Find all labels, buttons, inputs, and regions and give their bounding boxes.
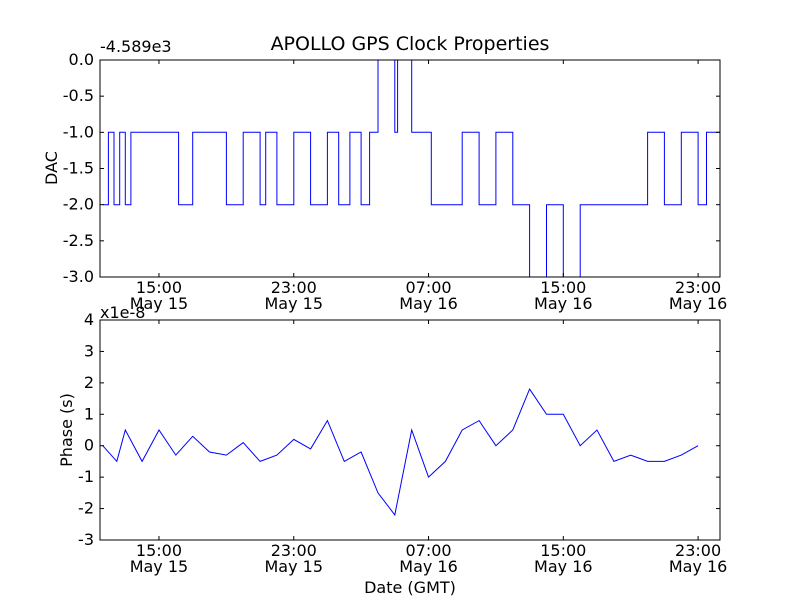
dac-x-tick-time: 15:00 bbox=[540, 278, 586, 297]
dac-y-tick-label: 0.0 bbox=[69, 50, 94, 69]
phase-offset-label: x1e-8 bbox=[100, 303, 145, 322]
dac-y-tick-label: -1.5 bbox=[63, 159, 94, 178]
phase-x-tick-time: 15:00 bbox=[136, 541, 182, 560]
phase-x-tick-date: May 16 bbox=[534, 557, 593, 576]
chart-title: APOLLO GPS Clock Properties bbox=[271, 33, 550, 55]
dac-x-tick-time: 07:00 bbox=[405, 278, 451, 297]
phase-y-ticks: 4 3 2 1 0 -1 -2 -3 bbox=[78, 310, 720, 549]
phase-axes-frame bbox=[99, 319, 721, 541]
dac-y-tick-label: -2.0 bbox=[63, 195, 94, 214]
dac-y-tick-label: -3.0 bbox=[63, 267, 94, 286]
dac-x-tick-date: May 15 bbox=[130, 294, 189, 313]
phase-x-tick-time: 07:00 bbox=[405, 541, 451, 560]
phase-x-tick-date: May 16 bbox=[669, 557, 728, 576]
phase-y-axis-label: Phase (s) bbox=[57, 393, 76, 467]
dac-y-ticks: 0.0 -0.5 -1.0 -1.5 -2.0 -2.5 -3.0 bbox=[63, 50, 720, 286]
phase-series-line bbox=[102, 388, 699, 517]
phase-x-tick-date: May 15 bbox=[264, 557, 323, 576]
phase-x-tick-time: 23:00 bbox=[271, 541, 317, 560]
dac-x-tick-time: 23:00 bbox=[675, 278, 721, 297]
phase-y-tick-label: 0 bbox=[84, 436, 94, 455]
dac-series-line bbox=[102, 60, 720, 277]
dac-y-axis-label: DAC bbox=[42, 151, 61, 185]
dac-x-tick-date: May 16 bbox=[399, 294, 458, 313]
phase-y-tick-label: 4 bbox=[84, 310, 94, 329]
phase-x-tick-date: May 15 bbox=[130, 557, 189, 576]
phase-series bbox=[102, 388, 699, 517]
dac-x-tick-time: 15:00 bbox=[136, 278, 182, 297]
dac-y-tick-label: -1.0 bbox=[63, 122, 94, 141]
phase-y-tick-label: 3 bbox=[84, 341, 94, 360]
phase-y-tick-label: -3 bbox=[78, 530, 94, 549]
dac-x-tick-time: 23:00 bbox=[271, 278, 317, 297]
dac-x-tick-date: May 16 bbox=[534, 294, 593, 313]
phase-y-tick-label: -1 bbox=[78, 467, 94, 486]
phase-x-tick-time: 15:00 bbox=[540, 541, 586, 560]
dac-series bbox=[102, 60, 720, 277]
x-axis-label: Date (GMT) bbox=[364, 578, 456, 597]
phase-x-tick-date: May 16 bbox=[399, 557, 458, 576]
phase-x-tick-time: 23:00 bbox=[675, 541, 721, 560]
phase-y-tick-label: 2 bbox=[84, 373, 94, 392]
dac-x-tick-date: May 16 bbox=[669, 294, 728, 313]
dac-offset-label: -4.589e3 bbox=[100, 37, 172, 56]
dac-y-tick-label: -2.5 bbox=[63, 231, 94, 250]
dac-y-tick-label: -0.5 bbox=[63, 86, 94, 105]
phase-y-tick-label: -2 bbox=[78, 499, 94, 518]
dac-x-tick-date: May 15 bbox=[264, 294, 323, 313]
phase-y-tick-label: 1 bbox=[84, 404, 94, 423]
